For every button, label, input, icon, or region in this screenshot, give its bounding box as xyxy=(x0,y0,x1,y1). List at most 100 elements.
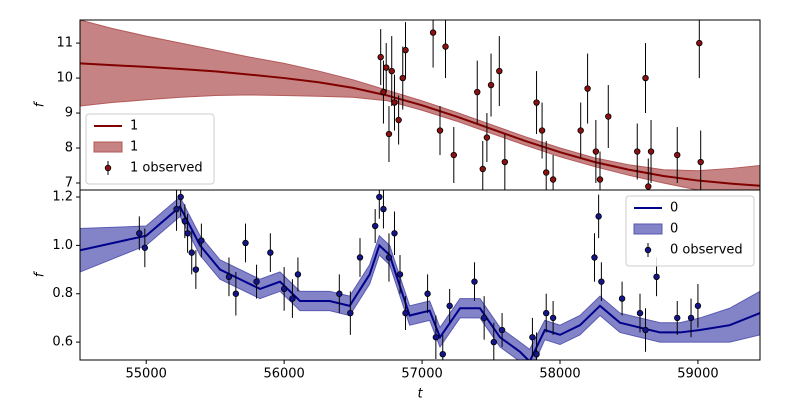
observed-point xyxy=(543,309,550,317)
y-tick-label: 0.8 xyxy=(52,286,73,301)
observed-point xyxy=(696,39,703,47)
observed-point xyxy=(391,99,398,106)
legend: 1 1 1 observed xyxy=(85,113,215,185)
observed-point xyxy=(636,309,644,317)
observed-point xyxy=(474,88,481,96)
legend-label: 0 xyxy=(670,222,678,237)
x-tick-label: 56000 xyxy=(263,367,304,382)
observed-point xyxy=(385,254,393,261)
observed-point xyxy=(634,148,641,155)
x-tick-label: 59000 xyxy=(677,367,718,382)
observed-point xyxy=(432,334,440,341)
y-tick-label: 0.6 xyxy=(52,335,73,350)
observed-point xyxy=(496,67,503,75)
observed-point xyxy=(402,309,409,317)
observed-point xyxy=(487,81,495,89)
legend-box xyxy=(625,195,755,267)
y-tick-label: 11 xyxy=(56,36,73,51)
observed-point xyxy=(395,116,402,124)
observed-point xyxy=(605,113,612,120)
observed-point xyxy=(177,193,184,201)
observed-point xyxy=(577,127,584,134)
observed-point xyxy=(347,309,354,317)
observed-point xyxy=(429,29,437,36)
observed-point xyxy=(336,290,343,297)
x-axis-label: t xyxy=(417,387,423,400)
y-tick-label: 10 xyxy=(56,71,73,86)
observed-point xyxy=(647,148,655,155)
observed-point xyxy=(479,165,486,173)
y-tick-label: 7 xyxy=(65,176,73,191)
plot-area xyxy=(80,20,760,190)
observed-point xyxy=(598,278,605,285)
legend-label: 1 observed xyxy=(130,161,203,176)
observed-point xyxy=(380,88,387,96)
legend-label: 0 observed xyxy=(670,243,743,258)
legend-marker xyxy=(104,164,112,172)
observed-point xyxy=(642,74,649,82)
legend-label: 1 xyxy=(130,119,138,134)
observed-point xyxy=(591,254,598,261)
x-tick-label: 57000 xyxy=(401,367,442,382)
observed-point xyxy=(136,230,143,237)
observed-point xyxy=(289,295,296,302)
observed-point xyxy=(388,67,395,75)
legend-patch xyxy=(633,223,663,235)
observed-point xyxy=(442,43,449,50)
observed-point xyxy=(232,290,240,297)
observed-point xyxy=(592,148,600,155)
observed-point xyxy=(391,230,398,237)
observed-point xyxy=(642,326,649,334)
observed-point xyxy=(396,271,404,278)
legend-marker xyxy=(644,246,652,254)
confidence-band xyxy=(80,196,760,360)
observed-point xyxy=(480,314,488,322)
y-tick-label: 1.2 xyxy=(52,190,73,205)
axes-frame xyxy=(79,189,761,361)
observed-point xyxy=(192,266,200,273)
observed-point xyxy=(653,273,660,281)
observed-point xyxy=(674,151,681,159)
y-tick-label: 1.0 xyxy=(52,238,73,253)
observed-point xyxy=(356,254,364,261)
observed-point xyxy=(377,53,384,61)
legend-patch xyxy=(93,141,123,153)
observed-point xyxy=(498,326,506,334)
observed-point xyxy=(198,237,205,244)
mean-line xyxy=(80,62,760,187)
observed-point xyxy=(424,290,431,297)
observed-point xyxy=(376,193,383,201)
plot-area xyxy=(80,190,760,360)
observed-point xyxy=(584,85,591,92)
observed-point xyxy=(383,64,390,71)
observed-point xyxy=(280,285,288,293)
observed-point xyxy=(188,249,195,256)
observed-point xyxy=(645,183,652,190)
observed-point xyxy=(596,176,604,183)
observed-point xyxy=(697,158,704,166)
y-axis-label: f xyxy=(33,100,48,107)
observed-point xyxy=(436,127,444,134)
y-tick-label: 8 xyxy=(65,141,73,156)
observed-point xyxy=(490,338,497,346)
x-tick-label: 58000 xyxy=(539,367,580,382)
mean-line xyxy=(80,205,760,360)
legend-box xyxy=(85,113,215,185)
observed-point xyxy=(242,239,249,247)
y-tick-label: 9 xyxy=(65,106,73,121)
observed-point xyxy=(294,271,302,278)
observed-point xyxy=(439,350,446,358)
observed-point xyxy=(184,230,191,237)
observed-point xyxy=(694,302,702,310)
observed-point xyxy=(543,169,550,176)
legend-label: 0 xyxy=(670,201,678,216)
observed-point xyxy=(687,314,695,322)
observed-point xyxy=(501,158,509,166)
observed-point xyxy=(380,205,387,213)
legend-label: 1 xyxy=(130,140,138,155)
observed-point xyxy=(267,249,274,256)
observed-point xyxy=(483,134,491,141)
observed-point xyxy=(141,244,149,251)
observed-point xyxy=(549,176,557,183)
